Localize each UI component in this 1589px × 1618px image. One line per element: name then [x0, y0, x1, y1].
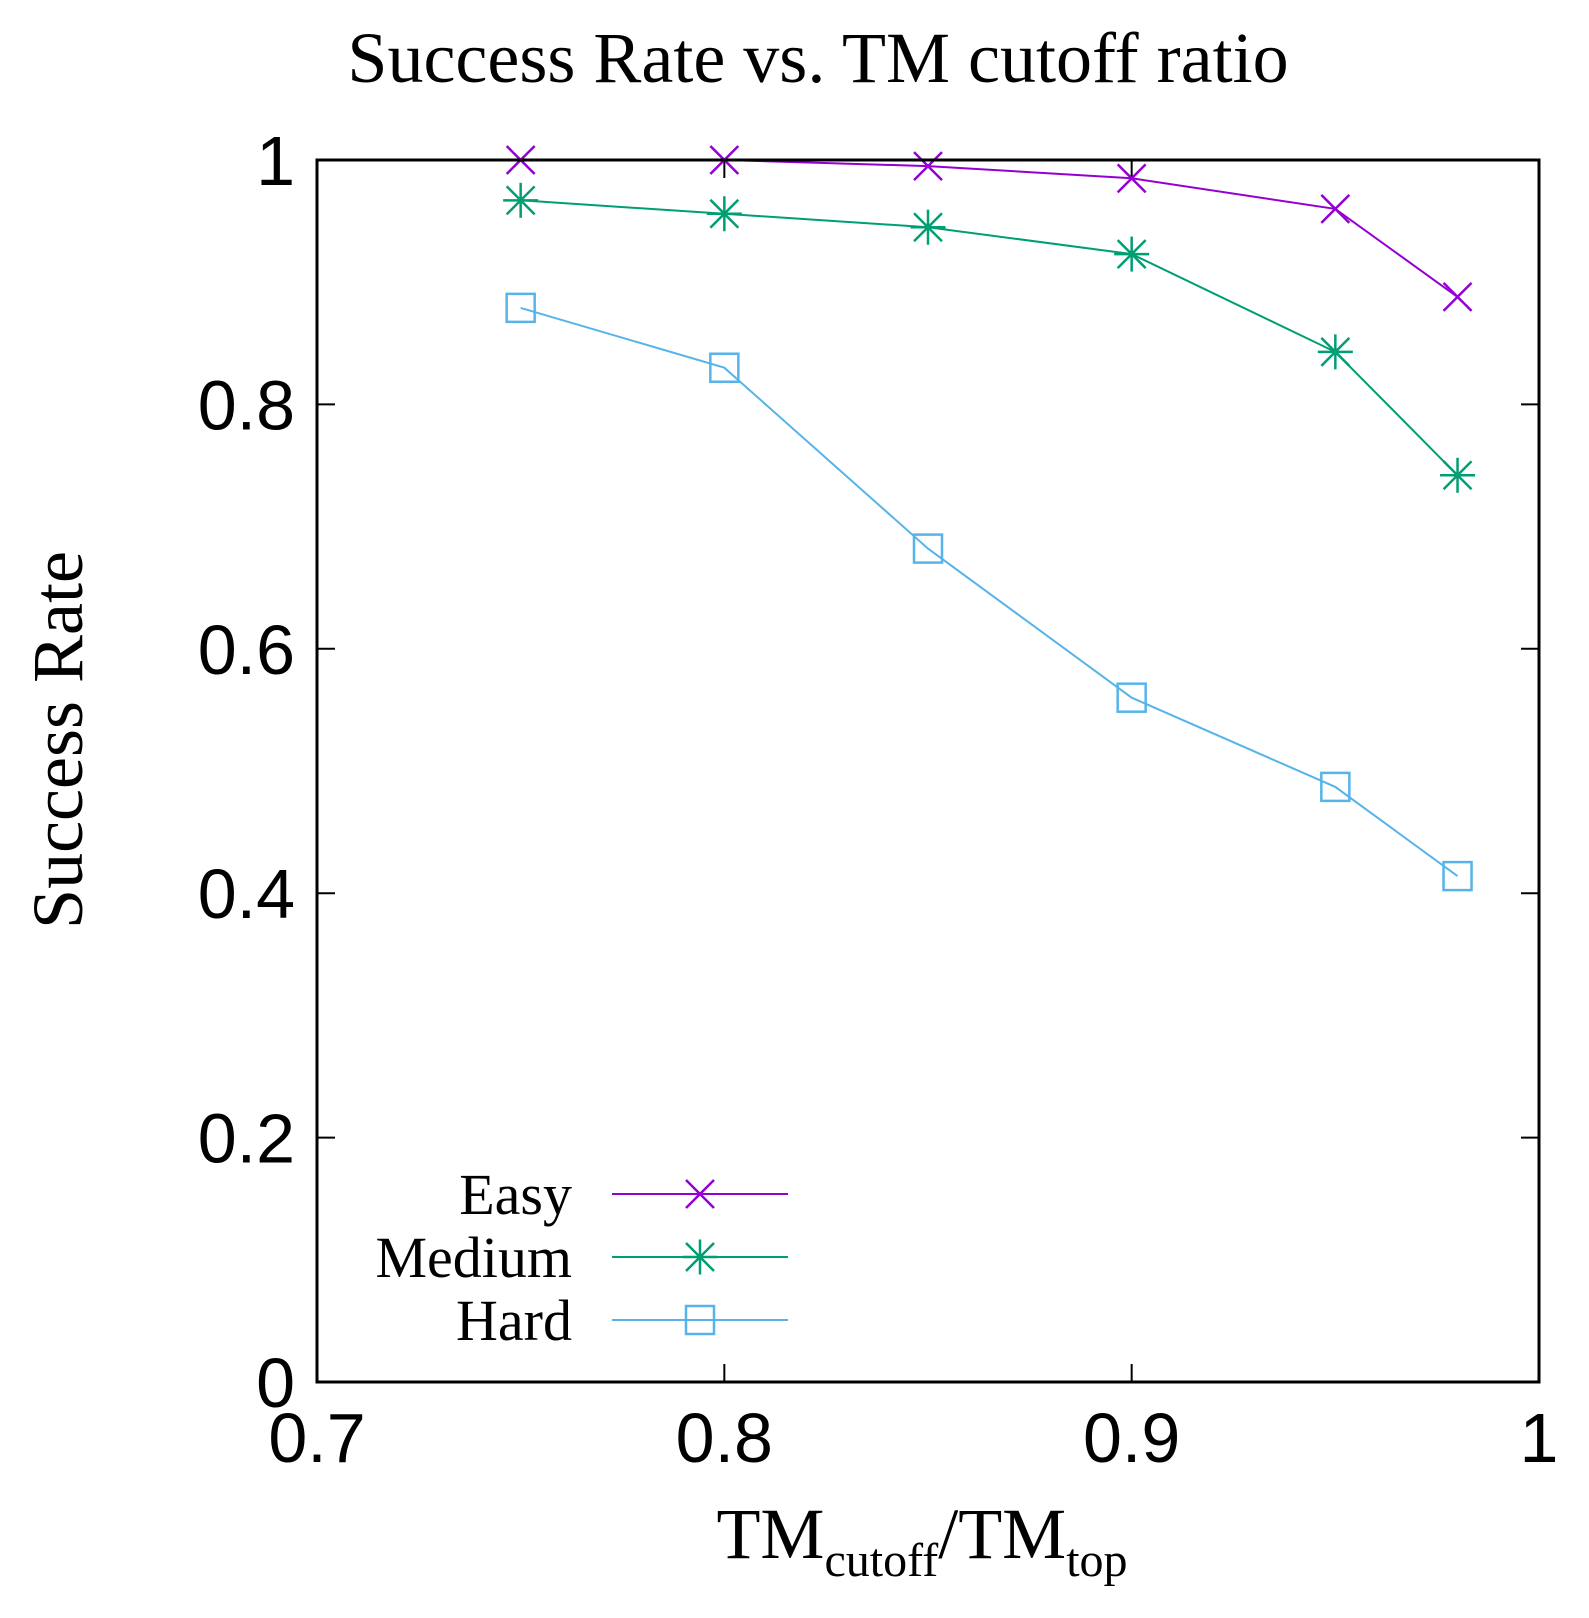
data-point-medium: [503, 182, 539, 218]
x-axis-label-sub2: top: [1066, 1534, 1127, 1587]
data-point-hard: [1320, 771, 1351, 803]
data-point-easy: [913, 151, 943, 181]
plot-frame: [315, 158, 1541, 1384]
legend-label-easy: Easy: [459, 1162, 572, 1227]
x-tick-label: 1: [1520, 1399, 1559, 1477]
x-axis-label-mid: /TM: [938, 1494, 1066, 1574]
data-point-medium: [910, 209, 946, 245]
y-tick-label: 0.2: [198, 1100, 295, 1178]
x-tick-label: 0.7: [268, 1399, 365, 1477]
y-axis-label-group: Success Rate: [18, 551, 98, 929]
data-point-easy: [1320, 193, 1351, 224]
x-axis-label-sub1: cutoff: [824, 1534, 938, 1587]
legend-marker-easy: [685, 1179, 715, 1209]
x-axis-label: TMcutoff/TMtop: [716, 1494, 1127, 1587]
data-point-medium: [1440, 457, 1476, 493]
legend-label-hard: Hard: [456, 1288, 572, 1353]
y-tick-label: 0.4: [198, 855, 295, 933]
axis-ticks: 0 0.2 0.4 0.6 0.8 1 0.7 0.8 0.9 1: [198, 122, 1559, 1477]
x-tick-label: 0.8: [676, 1399, 773, 1477]
legend-marker-hard: [684, 1304, 716, 1336]
data-point-hard: [1116, 682, 1147, 713]
series-line-hard: [520, 306, 1459, 877]
data-point-medium: [1317, 334, 1353, 370]
legend-label-medium: Medium: [375, 1225, 572, 1290]
y-tick-label: 0: [256, 1344, 295, 1422]
series-line-medium: [520, 199, 1459, 477]
data-point-hard: [912, 533, 944, 564]
series-line-easy: [520, 159, 1459, 298]
data-point-easy: [1116, 163, 1147, 194]
x-axis-label-base: TM: [716, 1494, 824, 1574]
data-point-medium: [706, 196, 742, 232]
x-tick-label: 0.9: [1083, 1399, 1180, 1477]
y-tick-label: 0.8: [198, 366, 295, 444]
y-tick-label: 1: [256, 122, 295, 200]
data-point-easy: [1442, 281, 1473, 312]
y-axis-label: Success Rate: [18, 551, 98, 929]
data-point-hard: [1442, 860, 1473, 892]
data-point-hard: [505, 292, 536, 324]
series-group: [503, 145, 1476, 892]
legend-marker-medium: [682, 1239, 718, 1275]
y-tick-label: 0.6: [198, 611, 295, 689]
chart-title: Success Rate vs. TM cutoff ratio: [347, 18, 1288, 98]
data-point-hard: [709, 352, 740, 383]
data-point-medium: [1114, 236, 1150, 272]
